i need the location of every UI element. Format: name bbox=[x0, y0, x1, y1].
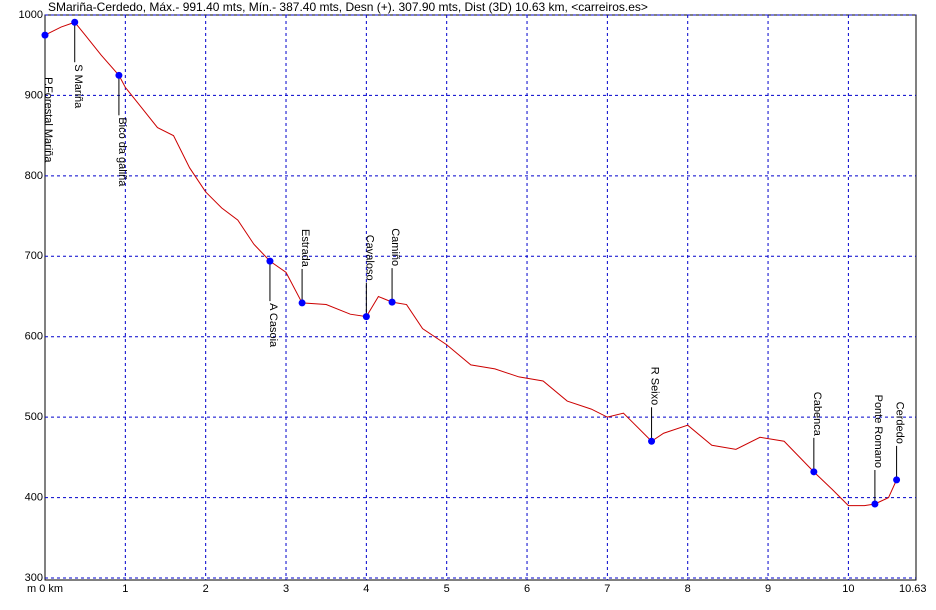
y-tick-label: 700 bbox=[25, 250, 43, 262]
x-tick-label: 2 bbox=[203, 583, 209, 595]
x-tick-label: 4 bbox=[363, 583, 369, 595]
x-tick-label: 8 bbox=[685, 583, 691, 595]
waypoint-label: Camiño bbox=[389, 228, 401, 266]
waypoint-label: Bico da galiña bbox=[116, 117, 128, 187]
x-tick-label: 5 bbox=[444, 583, 450, 595]
waypoint-label: S Mariña bbox=[72, 64, 84, 109]
x-tick-label: m 0 km bbox=[27, 583, 63, 595]
waypoint-label: Cavaloso bbox=[363, 235, 375, 281]
waypoint bbox=[266, 257, 274, 265]
y-tick-label: 600 bbox=[25, 331, 43, 343]
waypoint-label: P.Forestal Mariña bbox=[42, 77, 54, 163]
x-tick-label: 6 bbox=[524, 583, 530, 595]
waypoint bbox=[871, 500, 879, 508]
waypoint-label: Ponte Romano bbox=[872, 395, 884, 468]
waypoint bbox=[810, 468, 818, 476]
y-tick-label: 400 bbox=[25, 491, 43, 503]
waypoint bbox=[648, 437, 656, 445]
waypoint bbox=[71, 18, 79, 26]
waypoint bbox=[388, 298, 396, 306]
x-tick-label: 7 bbox=[604, 583, 610, 595]
y-tick-label: 800 bbox=[25, 170, 43, 182]
y-tick-label: 900 bbox=[25, 89, 43, 101]
elevation-line bbox=[44, 21, 900, 507]
x-tick-label: 10 bbox=[842, 583, 854, 595]
y-tick-label: 300 bbox=[25, 572, 43, 584]
plot-frame bbox=[44, 14, 917, 581]
x-tick-label: 3 bbox=[283, 583, 289, 595]
waypoint bbox=[362, 313, 370, 321]
waypoint bbox=[893, 476, 901, 484]
waypoint-label: Estrada bbox=[299, 229, 311, 268]
x-tick-label: 10.63 bbox=[899, 583, 927, 595]
waypoint-label: A Casoia bbox=[267, 303, 279, 348]
waypoint-label: R Seixo bbox=[649, 367, 661, 406]
x-tick-label: 1 bbox=[122, 583, 128, 595]
waypoint bbox=[298, 299, 306, 307]
y-tick-label: 500 bbox=[25, 411, 43, 423]
waypoint-label: Cerdedo bbox=[894, 402, 906, 444]
waypoint-label: Cabenca bbox=[811, 392, 823, 437]
waypoint bbox=[41, 31, 49, 39]
waypoint bbox=[115, 71, 123, 79]
x-tick-label: 9 bbox=[765, 583, 771, 595]
chart-title: SMariña-Cerdedo, Máx.- 991.40 mts, Mín.-… bbox=[48, 0, 648, 14]
y-tick-label: 1000 bbox=[19, 9, 43, 21]
